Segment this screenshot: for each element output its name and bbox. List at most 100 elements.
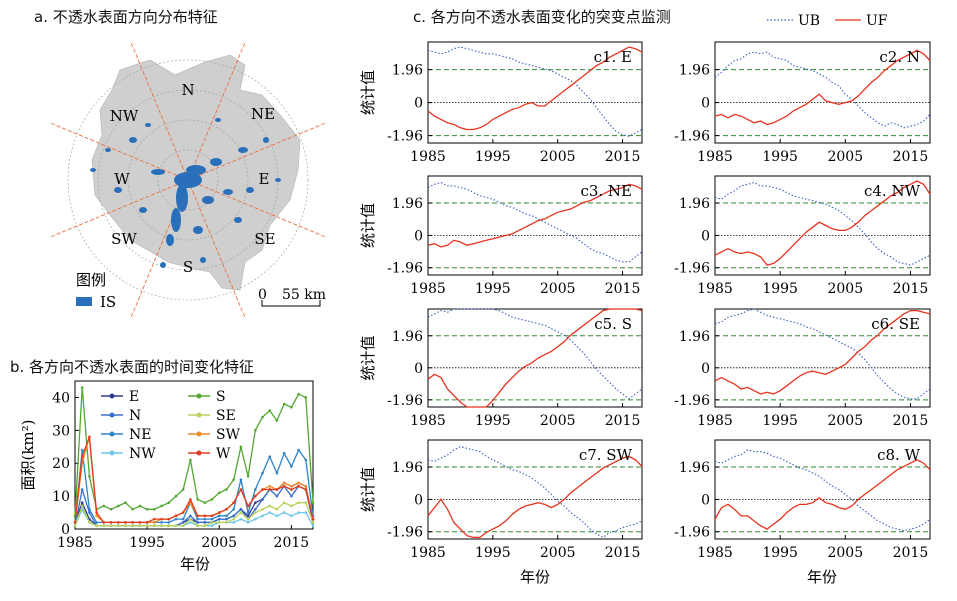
series-point-e [80,501,84,504]
ytick-label-b-1: 10 [52,489,70,505]
legend-is-swatch [76,297,92,306]
series-point-se [304,501,308,504]
panel-4-frame [714,175,931,276]
panel-4-xtick-label-2: 2005 [827,281,863,297]
series-point-ne [275,471,279,475]
panel-8-ub-line [714,449,931,532]
series-point-w [102,521,106,524]
series-point-ne [268,455,272,458]
is-patch-11 [246,187,254,193]
ytick-label-b-3: 30 [52,423,70,439]
series-point-ne [282,452,286,455]
map-ring-1 [127,119,249,241]
series-point-ne [232,507,235,511]
series-point-nw [297,511,300,514]
series-point-ne [203,517,207,521]
series-point-se [196,524,199,528]
series-point-se [88,521,91,524]
series-point-w [109,521,113,524]
dir-label-s: S [183,258,193,276]
series-point-se [297,501,300,504]
series-point-w [124,521,127,524]
panel-7-ub-line [427,446,643,539]
series-point-s [181,488,185,491]
series-point-se [290,504,293,508]
panel-3-ytick-label-1: 0 [414,228,423,244]
panel-5-label: c5. S [594,315,632,333]
series-point-ne [290,465,293,468]
series-point-w [160,517,163,521]
is-patch-22 [275,178,281,182]
panel-5-frame [427,308,643,408]
map-ring-0 [157,149,219,211]
is-patch-10 [166,234,174,246]
series-point-n [217,517,221,521]
panel-7-xtick-label-3: 2015 [605,545,641,561]
legend-marker-nw [109,450,115,456]
panel-6-xtick-label-3: 2015 [893,413,929,429]
panel-3-ytick-label-2: -1.96 [387,261,423,277]
series-line-se [74,501,314,527]
series-point-ne [217,514,221,518]
series-point-nw [290,514,293,518]
legend-label-w: W [216,446,231,462]
panel-6-xtick-label-0: 1985 [697,413,733,429]
ytick-label-b-4: 40 [52,390,70,406]
series-point-s [196,498,199,501]
ylabel-b: 面积(km²) [19,419,37,490]
panel-2-xtick-label-0: 1985 [697,149,733,165]
series-point-ne [225,514,228,518]
series-point-s [232,478,235,481]
series-point-n [181,521,185,524]
series-point-se [167,524,171,528]
panel-7-ytick-label-2: -1.96 [387,525,423,541]
series-point-w [254,494,257,498]
is-patch-5 [238,147,248,153]
series-point-n [290,494,293,498]
map-ray-1 [187,122,327,181]
legend-marker-se [196,412,202,418]
map-ring-3 [67,59,309,301]
legend-label-nw: NW [129,446,156,462]
is-patch-17 [105,148,111,152]
legend-is-label: IS [100,293,116,311]
map-panel: N NE E SE S SW W NW 图例 IS 0 55 km [49,41,327,319]
series-point-ne [95,521,98,524]
series-point-w [232,501,235,504]
legend-marker-n [109,412,115,418]
series-point-se [225,521,228,524]
series-point-se [210,521,214,524]
panel-7-xtick-label-2: 2005 [540,545,576,561]
panel-5-xtick-label-3: 2015 [605,413,641,429]
series-point-ne [196,517,199,521]
series-point-s [217,491,221,495]
series-point-w [304,488,308,491]
series-point-n [189,514,192,518]
panel-3-ylabel: 统计值 [359,203,377,248]
series-point-ne [304,458,308,462]
series-point-s [261,415,264,419]
xlabel-c-left: 年份 [520,568,550,586]
series-point-n [88,511,91,514]
series-point-se [261,507,264,511]
series-point-se [116,524,120,528]
map-ray-5 [49,179,189,238]
ytick-label-b-0: 0 [61,522,70,538]
xtick-label-b-1: 1995 [129,535,165,551]
dir-label-n: N [181,81,194,99]
panel-3-xtick-label-1: 1995 [475,281,511,297]
series-point-s [160,504,163,508]
series-line-s [74,387,314,516]
panel-1-xtick-label-3: 2015 [605,149,641,165]
panel-5-ylabel: 统计值 [359,335,377,380]
series-point-se [109,524,113,528]
dir-label-w: W [114,170,130,188]
series-point-se [311,521,315,524]
is-patch-20 [200,257,206,263]
series-point-se [239,511,243,514]
series-point-n [254,507,257,511]
panel-6-ytick-label-1: 0 [701,361,710,377]
series-point-ne [246,511,250,514]
series-point-nw [189,521,192,524]
series-point-s [145,507,149,511]
